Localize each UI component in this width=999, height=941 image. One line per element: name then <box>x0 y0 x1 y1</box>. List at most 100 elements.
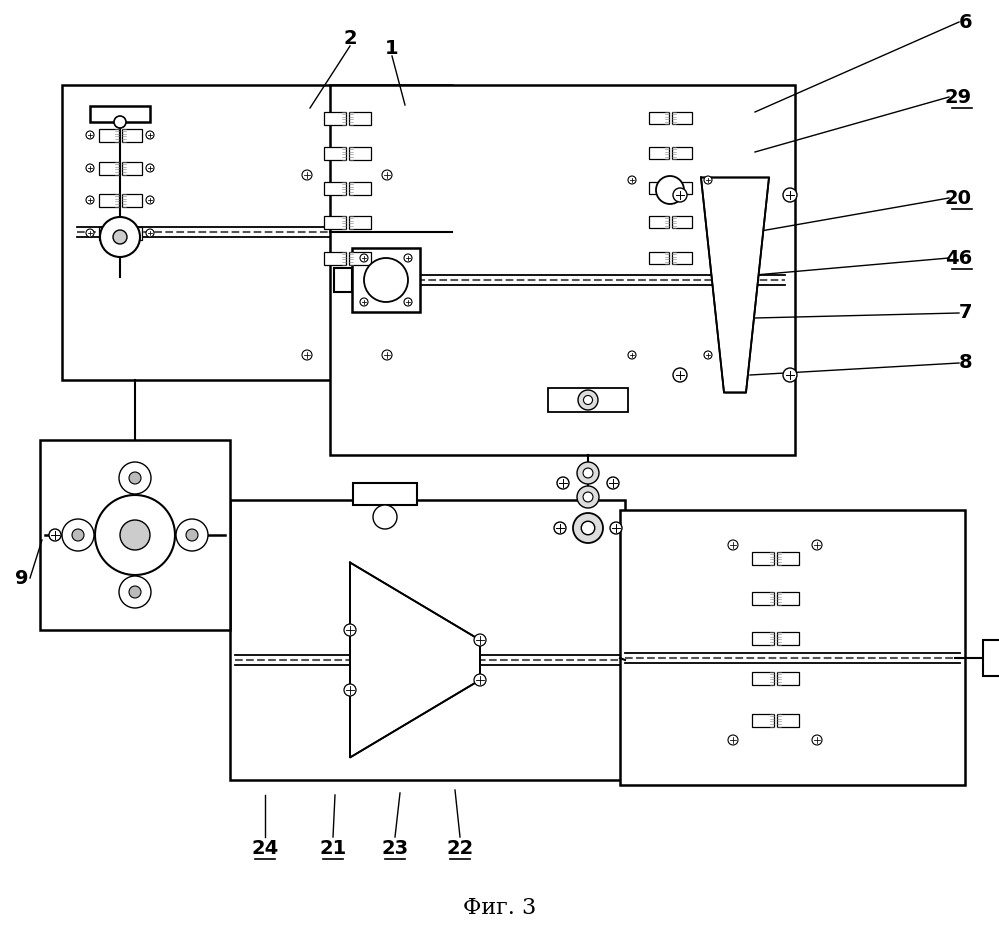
Circle shape <box>119 462 151 494</box>
Bar <box>230 500 625 780</box>
Circle shape <box>573 513 603 543</box>
Circle shape <box>404 298 412 306</box>
Circle shape <box>578 390 598 410</box>
Bar <box>324 111 346 124</box>
Circle shape <box>728 735 738 745</box>
Bar <box>122 227 142 240</box>
Circle shape <box>728 540 738 550</box>
Bar <box>122 194 142 206</box>
Bar <box>648 252 668 264</box>
Bar <box>620 510 965 785</box>
Circle shape <box>119 576 151 608</box>
Text: 23: 23 <box>382 838 409 857</box>
Bar <box>99 162 119 174</box>
Circle shape <box>302 350 312 360</box>
Circle shape <box>302 170 312 180</box>
Bar <box>671 252 691 264</box>
Circle shape <box>581 521 594 534</box>
Bar <box>776 551 798 565</box>
Circle shape <box>62 519 94 551</box>
Circle shape <box>129 586 141 598</box>
Bar <box>776 672 798 684</box>
Circle shape <box>628 176 636 184</box>
Circle shape <box>120 520 150 550</box>
Bar <box>671 182 691 194</box>
Circle shape <box>114 116 126 128</box>
Bar <box>324 182 346 195</box>
Circle shape <box>577 486 599 508</box>
Polygon shape <box>701 178 769 392</box>
Bar <box>90 106 150 122</box>
Bar <box>671 112 691 124</box>
Bar <box>99 227 119 240</box>
Circle shape <box>704 176 712 184</box>
Circle shape <box>344 624 356 636</box>
Circle shape <box>673 188 687 202</box>
Circle shape <box>113 230 127 244</box>
Circle shape <box>382 350 392 360</box>
Bar <box>62 85 452 380</box>
Circle shape <box>86 131 94 139</box>
Text: 46: 46 <box>945 248 972 267</box>
Circle shape <box>382 170 392 180</box>
Bar <box>671 147 691 159</box>
Circle shape <box>557 477 569 489</box>
Circle shape <box>86 196 94 204</box>
Bar <box>349 182 371 195</box>
Bar <box>548 388 628 412</box>
Circle shape <box>783 188 797 202</box>
Bar <box>330 85 795 455</box>
Text: 22: 22 <box>447 838 474 857</box>
Circle shape <box>583 492 593 502</box>
Circle shape <box>129 472 141 484</box>
Bar <box>122 162 142 174</box>
Bar <box>776 631 798 645</box>
Bar <box>349 111 371 124</box>
Bar <box>349 147 371 160</box>
Text: 29: 29 <box>945 88 972 106</box>
Circle shape <box>146 131 154 139</box>
Circle shape <box>583 395 592 405</box>
Text: 21: 21 <box>320 838 347 857</box>
Bar <box>751 672 773 684</box>
Bar <box>122 129 142 141</box>
Text: 7: 7 <box>958 304 972 323</box>
Bar <box>648 182 668 194</box>
Circle shape <box>704 351 712 359</box>
Bar <box>99 194 119 206</box>
Circle shape <box>812 540 822 550</box>
Bar <box>776 592 798 604</box>
Bar <box>99 129 119 141</box>
Text: Фиг. 3: Фиг. 3 <box>464 897 536 919</box>
Circle shape <box>474 674 486 686</box>
Circle shape <box>86 229 94 237</box>
Bar <box>751 592 773 604</box>
Circle shape <box>86 164 94 172</box>
Circle shape <box>607 477 619 489</box>
Circle shape <box>673 368 687 382</box>
Bar <box>353 483 417 505</box>
Bar <box>751 631 773 645</box>
Bar <box>648 112 668 124</box>
Circle shape <box>176 519 208 551</box>
Bar <box>40 440 230 630</box>
Polygon shape <box>350 563 480 758</box>
Text: 6: 6 <box>958 12 972 31</box>
Bar <box>648 147 668 159</box>
Circle shape <box>360 298 368 306</box>
Circle shape <box>49 529 61 541</box>
Bar <box>324 147 346 160</box>
Bar <box>324 215 346 229</box>
Bar <box>751 713 773 726</box>
Circle shape <box>628 351 636 359</box>
Bar <box>671 216 691 228</box>
Text: 20: 20 <box>945 188 972 208</box>
Circle shape <box>577 462 599 484</box>
Circle shape <box>812 735 822 745</box>
Bar <box>349 251 371 264</box>
Circle shape <box>364 258 408 302</box>
Bar <box>648 216 668 228</box>
Circle shape <box>583 468 593 478</box>
Circle shape <box>344 684 356 696</box>
Text: 1: 1 <box>386 39 399 57</box>
